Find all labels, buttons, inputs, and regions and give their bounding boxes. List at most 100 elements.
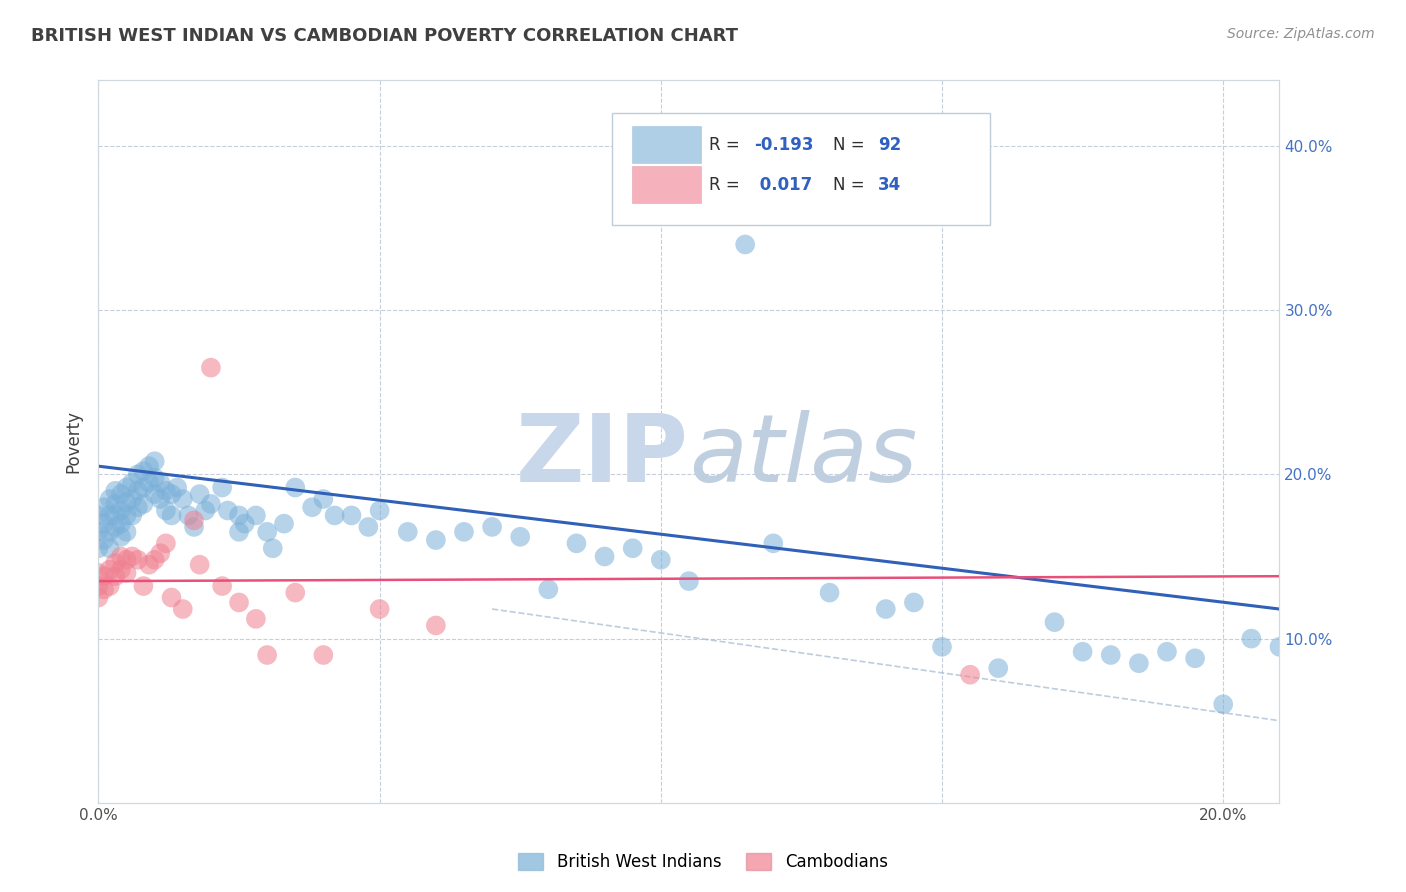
Point	[1184, 651, 1206, 665]
Point	[160, 591, 183, 605]
Point	[115, 495, 138, 509]
Point	[87, 579, 110, 593]
Point	[1156, 645, 1178, 659]
Point	[155, 503, 177, 517]
Point	[127, 500, 149, 515]
Point	[593, 549, 616, 564]
Point	[284, 481, 307, 495]
Point	[93, 582, 115, 597]
Point	[98, 508, 121, 523]
Point	[98, 563, 121, 577]
Point	[233, 516, 256, 531]
Point	[110, 530, 132, 544]
Point	[228, 524, 250, 539]
Point	[453, 524, 475, 539]
Point	[301, 500, 323, 515]
Point	[621, 541, 644, 556]
Point	[155, 483, 177, 498]
Point	[138, 558, 160, 572]
Point	[177, 508, 200, 523]
Text: Source: ZipAtlas.com: Source: ZipAtlas.com	[1227, 27, 1375, 41]
Point	[256, 524, 278, 539]
Point	[1240, 632, 1263, 646]
Point	[273, 516, 295, 531]
Point	[93, 533, 115, 547]
Point	[368, 503, 391, 517]
FancyBboxPatch shape	[612, 112, 990, 225]
Point	[93, 516, 115, 531]
Point	[194, 503, 217, 517]
Point	[481, 520, 503, 534]
Point	[160, 508, 183, 523]
Point	[734, 237, 756, 252]
Point	[98, 524, 121, 539]
Point	[93, 569, 115, 583]
Point	[98, 541, 121, 556]
Point	[172, 602, 194, 616]
Point	[155, 536, 177, 550]
Point	[987, 661, 1010, 675]
Point	[959, 667, 981, 681]
Point	[166, 481, 188, 495]
Point	[87, 524, 110, 539]
Text: R =: R =	[709, 176, 745, 194]
Text: N =: N =	[832, 176, 870, 194]
Point	[211, 481, 233, 495]
Point	[537, 582, 560, 597]
Point	[284, 585, 307, 599]
Point	[256, 648, 278, 662]
Point	[1128, 657, 1150, 671]
Text: 34: 34	[877, 176, 901, 194]
Point	[115, 566, 138, 580]
Point	[149, 475, 172, 490]
Point	[172, 491, 194, 506]
Point	[93, 500, 115, 515]
Point	[931, 640, 953, 654]
Point	[217, 503, 239, 517]
Point	[121, 549, 143, 564]
Point	[368, 602, 391, 616]
Point	[228, 595, 250, 609]
Point	[188, 487, 211, 501]
Point	[121, 508, 143, 523]
Text: ZIP: ZIP	[516, 410, 689, 502]
Text: BRITISH WEST INDIAN VS CAMBODIAN POVERTY CORRELATION CHART: BRITISH WEST INDIAN VS CAMBODIAN POVERTY…	[31, 27, 738, 45]
Point	[138, 459, 160, 474]
Point	[312, 648, 335, 662]
Point	[1071, 645, 1094, 659]
Point	[121, 491, 143, 506]
Point	[200, 497, 222, 511]
Point	[121, 475, 143, 490]
Text: -0.193: -0.193	[754, 136, 814, 153]
Point	[245, 612, 267, 626]
Point	[138, 475, 160, 490]
Point	[132, 579, 155, 593]
Point	[357, 520, 380, 534]
Point	[110, 549, 132, 564]
Point	[818, 585, 841, 599]
Point	[104, 483, 127, 498]
Point	[183, 520, 205, 534]
Point	[650, 553, 672, 567]
Text: atlas: atlas	[689, 410, 917, 501]
Text: N =: N =	[832, 136, 870, 153]
Point	[110, 516, 132, 531]
Point	[1043, 615, 1066, 630]
Point	[200, 360, 222, 375]
Point	[1099, 648, 1122, 662]
Point	[875, 602, 897, 616]
Point	[104, 569, 127, 583]
Point	[211, 579, 233, 593]
FancyBboxPatch shape	[633, 126, 700, 163]
Point	[127, 483, 149, 498]
Point	[127, 467, 149, 482]
Point	[104, 497, 127, 511]
Point	[762, 536, 785, 550]
Point	[87, 541, 110, 556]
Point	[1212, 698, 1234, 712]
Point	[1268, 640, 1291, 654]
Point	[132, 464, 155, 478]
Point	[87, 508, 110, 523]
Point	[104, 508, 127, 523]
Point	[115, 553, 138, 567]
